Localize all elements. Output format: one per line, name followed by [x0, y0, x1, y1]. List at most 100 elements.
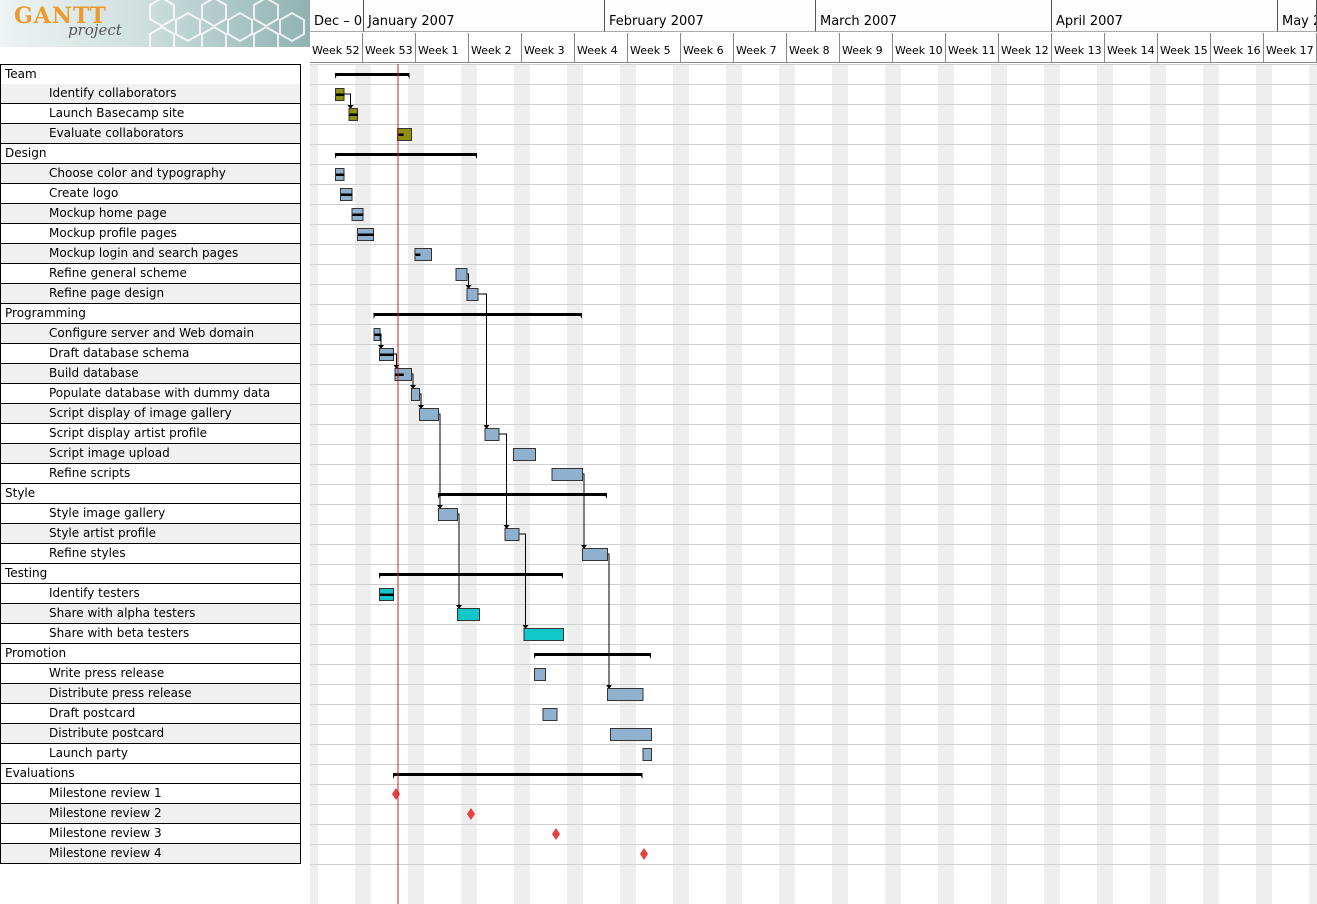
- task-row[interactable]: Refine styles: [0, 544, 301, 564]
- task-label: Refine general scheme: [49, 266, 187, 280]
- task-row[interactable]: Choose color and typography: [0, 164, 301, 184]
- task-row[interactable]: Style artist profile: [0, 524, 301, 544]
- month-header: February 2007: [605, 0, 816, 32]
- task-row[interactable]: Milestone review 2: [0, 804, 301, 824]
- task-bar[interactable]: [484, 428, 500, 441]
- task-label: Build database: [49, 366, 139, 380]
- summary-bar-end: [474, 153, 477, 159]
- task-row[interactable]: Build database: [0, 364, 301, 384]
- task-row[interactable]: Style image gallery: [0, 504, 301, 524]
- task-row[interactable]: Launch party: [0, 744, 301, 764]
- task-row[interactable]: Configure server and Web domain: [0, 324, 301, 344]
- task-label: Identify collaborators: [49, 86, 177, 100]
- dependency-arrow: [393, 353, 397, 368]
- task-bar[interactable]: [582, 548, 608, 561]
- task-bar[interactable]: [466, 288, 479, 301]
- task-bar[interactable]: [534, 668, 546, 681]
- task-bar[interactable]: [542, 708, 558, 721]
- week-header: Week 5: [628, 33, 681, 63]
- week-header: Week 2: [469, 33, 522, 63]
- summary-bar[interactable]: [534, 653, 651, 656]
- task-label: Script display of image gallery: [49, 406, 232, 420]
- milestone-diamond[interactable]: [640, 848, 648, 860]
- summary-bar[interactable]: [373, 313, 583, 316]
- task-row[interactable]: Mockup profile pages: [0, 224, 301, 244]
- task-group-row[interactable]: Evaluations: [0, 764, 301, 784]
- task-label: Configure server and Web domain: [49, 326, 255, 340]
- summary-bar[interactable]: [438, 493, 607, 496]
- task-label: Share with alpha testers: [49, 606, 196, 620]
- gantt-bars-area[interactable]: [310, 0, 1317, 904]
- summary-bar-end: [379, 573, 382, 579]
- task-row[interactable]: Create logo: [0, 184, 301, 204]
- task-label: Share with beta testers: [49, 626, 190, 640]
- task-bar[interactable]: [551, 468, 583, 481]
- task-row[interactable]: Script display of image gallery: [0, 404, 301, 424]
- summary-bar[interactable]: [335, 73, 410, 76]
- week-header: Week 52: [310, 33, 363, 63]
- task-row[interactable]: Refine general scheme: [0, 264, 301, 284]
- task-bar[interactable]: [457, 608, 480, 621]
- task-bar[interactable]: [642, 748, 652, 761]
- task-row[interactable]: Draft database schema: [0, 344, 301, 364]
- summary-bar[interactable]: [379, 573, 563, 576]
- arrow-head-icon: [418, 405, 424, 409]
- task-label: Mockup login and search pages: [49, 246, 239, 260]
- task-group-row[interactable]: Testing: [0, 564, 301, 584]
- month-header: March 2007: [816, 0, 1052, 32]
- summary-bar-end: [560, 573, 563, 579]
- task-row[interactable]: Draft postcard: [0, 704, 301, 724]
- summary-bar-end: [534, 653, 537, 659]
- task-row[interactable]: Distribute press release: [0, 684, 301, 704]
- task-row[interactable]: Share with alpha testers: [0, 604, 301, 624]
- milestone-diamond[interactable]: [552, 828, 560, 840]
- task-progress: [398, 133, 404, 136]
- task-bar[interactable]: [419, 408, 439, 421]
- week-header: Week 53: [363, 33, 416, 63]
- task-row[interactable]: Evaluate collaborators: [0, 124, 301, 144]
- dependency-arrow: [343, 93, 351, 108]
- task-row[interactable]: Milestone review 1: [0, 784, 301, 804]
- task-group-row[interactable]: Programming: [0, 304, 301, 324]
- task-row[interactable]: Populate database with dummy data: [0, 384, 301, 404]
- task-progress: [336, 93, 345, 96]
- task-row[interactable]: Mockup home page: [0, 204, 301, 224]
- task-group-row[interactable]: Team: [0, 64, 301, 85]
- task-label: Write press release: [49, 666, 165, 680]
- task-bar[interactable]: [513, 448, 536, 461]
- task-row[interactable]: Refine scripts: [0, 464, 301, 484]
- arrow-head-icon: [465, 285, 472, 289]
- task-bar[interactable]: [414, 248, 432, 261]
- task-row[interactable]: Share with beta testers: [0, 624, 301, 644]
- task-row[interactable]: Milestone review 4: [0, 844, 301, 864]
- summary-bar-end: [604, 493, 607, 499]
- task-bar[interactable]: [455, 268, 468, 281]
- task-bar[interactable]: [607, 688, 644, 701]
- task-row[interactable]: Script image upload: [0, 444, 301, 464]
- summary-bar[interactable]: [393, 773, 643, 776]
- task-row[interactable]: Identify collaborators: [0, 84, 301, 104]
- task-bar[interactable]: [610, 728, 652, 741]
- task-row[interactable]: Identify testers: [0, 584, 301, 604]
- task-label: Milestone review 4: [49, 846, 162, 860]
- milestone-diamond[interactable]: [467, 808, 475, 820]
- task-row[interactable]: Write press release: [0, 664, 301, 684]
- milestone-diamond[interactable]: [392, 788, 400, 800]
- week-header: Week 13: [1052, 33, 1105, 63]
- task-row[interactable]: Script display artist profile: [0, 424, 301, 444]
- task-group-row[interactable]: Promotion: [0, 644, 301, 664]
- task-group-row[interactable]: Design: [0, 144, 301, 164]
- summary-bar-end: [639, 773, 643, 779]
- task-bar[interactable]: [504, 528, 520, 541]
- task-row[interactable]: Mockup login and search pages: [0, 244, 301, 264]
- task-row[interactable]: Refine page design: [0, 284, 301, 304]
- task-row[interactable]: Launch Basecamp site: [0, 104, 301, 124]
- task-bar[interactable]: [438, 508, 458, 521]
- task-group-row[interactable]: Style: [0, 484, 301, 504]
- task-row[interactable]: Milestone review 3: [0, 824, 301, 844]
- summary-bar[interactable]: [335, 153, 477, 156]
- task-bar[interactable]: [411, 388, 420, 401]
- task-bar[interactable]: [523, 628, 564, 641]
- task-row[interactable]: Distribute postcard: [0, 724, 301, 744]
